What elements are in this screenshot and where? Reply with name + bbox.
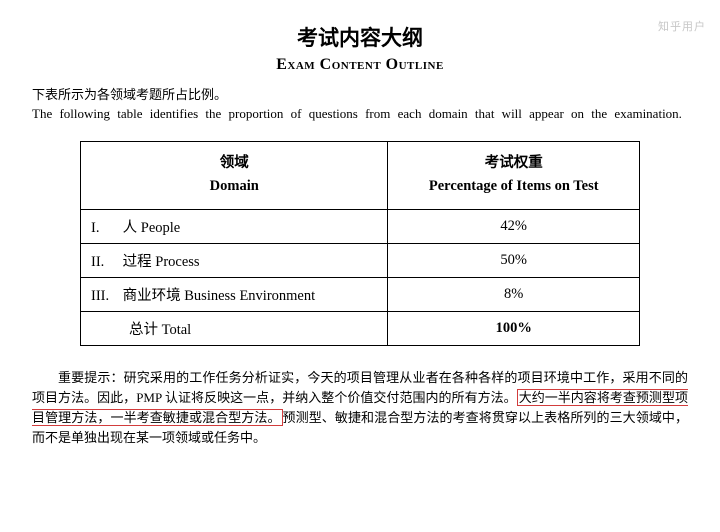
header-percentage: 考试权重 Percentage of Items on Test	[388, 142, 640, 209]
row-label: 过程 Process	[123, 254, 200, 270]
cell-pct: 8%	[388, 277, 640, 311]
row-number: I.	[91, 220, 119, 237]
important-note: 重要提示：研究采用的工作任务分析证实，今天的项目管理从业者在各种各样的项目环境中…	[32, 368, 688, 449]
domain-table: 领域 Domain 考试权重 Percentage of Items on Te…	[80, 141, 640, 345]
cell-domain: II. 过程 Process	[81, 243, 388, 277]
table-container: 领域 Domain 考试权重 Percentage of Items on Te…	[32, 141, 688, 345]
cell-total-label: 总计 Total	[81, 311, 388, 345]
cell-pct: 50%	[388, 243, 640, 277]
table-header-row: 领域 Domain 考试权重 Percentage of Items on Te…	[81, 142, 640, 209]
intro-chinese: 下表所示为各领域考题所占比例。	[32, 84, 688, 103]
table-row-total: 总计 Total 100%	[81, 311, 640, 345]
table-row: III. 商业环境 Business Environment 8%	[81, 277, 640, 311]
cell-total-pct: 100%	[388, 311, 640, 345]
intro-english: The following table identifies the propo…	[32, 105, 688, 123]
header-pct-en: Percentage of Items on Test	[429, 178, 599, 194]
row-number: III.	[91, 288, 119, 305]
cell-pct: 42%	[388, 209, 640, 243]
table-row: I. 人 People 42%	[81, 209, 640, 243]
table-row: II. 过程 Process 50%	[81, 243, 640, 277]
row-label: 人 People	[123, 220, 181, 236]
cell-domain: I. 人 People	[81, 209, 388, 243]
header-domain: 领域 Domain	[81, 142, 388, 209]
watermark-text: 知乎用户	[658, 18, 706, 34]
title-chinese: 考试内容大纲	[32, 22, 688, 52]
header-pct-cn: 考试权重	[485, 155, 543, 171]
row-number: II.	[91, 254, 119, 271]
title-english: Exam Content Outline	[32, 56, 688, 74]
row-label: 商业环境 Business Environment	[123, 288, 316, 304]
cell-domain: III. 商业环境 Business Environment	[81, 277, 388, 311]
header-domain-en: Domain	[210, 178, 259, 194]
header-domain-cn: 领域	[220, 155, 249, 171]
